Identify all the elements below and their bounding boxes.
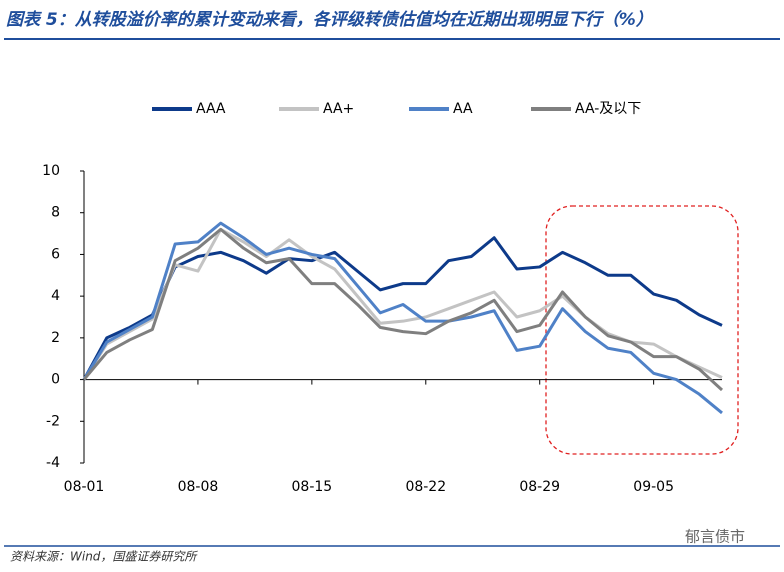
y-tick-label: 4	[51, 288, 60, 304]
y-tick-label: 10	[42, 163, 60, 179]
watermark: 郁言债市	[685, 528, 745, 546]
series-line	[82, 236, 723, 381]
series-line	[82, 221, 723, 415]
x-tick-label: 08-08	[178, 479, 219, 495]
x-tick-label: 08-15	[292, 479, 333, 495]
series-line	[82, 227, 724, 392]
x-tick-label: 08-01	[64, 479, 105, 495]
y-tick-label: 0	[51, 372, 60, 388]
y-tick-label: -2	[46, 413, 60, 429]
x-tick-label: 08-22	[405, 479, 446, 495]
highlight-box	[545, 205, 739, 455]
x-tick-label: 08-29	[519, 479, 560, 495]
legend-label: AA-及以下	[575, 101, 641, 117]
legend-label: AA+	[323, 101, 354, 117]
y-tick-label: 8	[51, 205, 60, 221]
legend-label: AAA	[196, 101, 226, 117]
y-tick-label: 2	[51, 330, 60, 346]
x-tick-label: 09-05	[633, 479, 674, 495]
y-tick-label: 6	[51, 246, 60, 262]
source: 资料来源：Wind，国盛证券研究所	[10, 550, 198, 564]
chart-title: 图表 5：从转股溢价率的累计变动来看，各评级转债估值均在近期出现明显下行（%）	[6, 10, 653, 30]
legend-label: AA	[453, 101, 473, 117]
y-tick-label: -4	[46, 455, 60, 471]
